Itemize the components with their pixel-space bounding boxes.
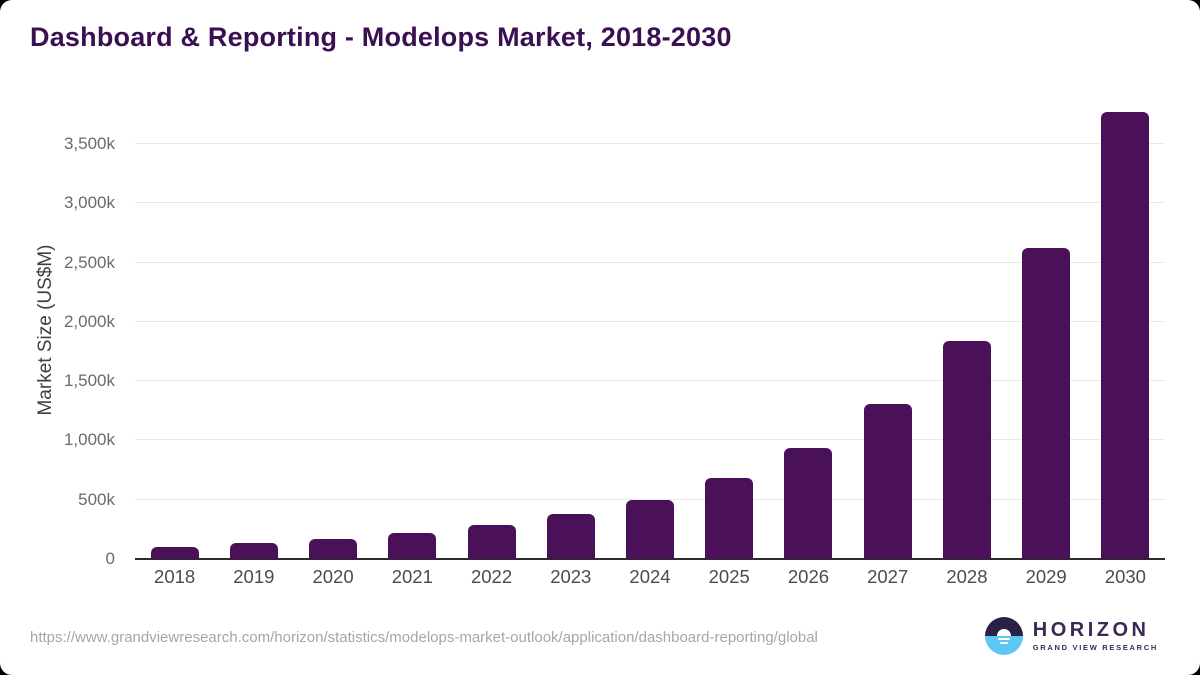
y-tick-label: 3,500k [63, 133, 115, 153]
bar-2025 [705, 477, 754, 559]
gridline [135, 142, 1165, 144]
x-tick-label: 2024 [629, 566, 671, 587]
x-axis-tick-labels: 2018 2019 2020 2021 2022 2023 2024 2025 2026 2027… [135, 566, 1165, 596]
bar-2029 [1022, 247, 1071, 559]
source-url: https://www.grandviewresearch.com/horizo… [30, 629, 818, 646]
horizon-logo: HORIZON GRAND VIEW RESEARCH [984, 617, 1158, 655]
ripple-icon [999, 642, 1008, 644]
bar-2023 [546, 513, 595, 559]
x-tick-label: 2021 [391, 566, 433, 587]
x-tick-label: 2022 [470, 566, 513, 587]
footer: https://www.grandviewresearch.com/horizo… [0, 605, 1200, 675]
y-tick-label: 3,000k [63, 193, 115, 213]
x-tick-label: 2027 [867, 566, 909, 587]
horizon-logo-icon [984, 617, 1023, 655]
bar-2021 [388, 533, 437, 559]
gridline [135, 202, 1165, 204]
x-tick-label: 2025 [708, 566, 750, 587]
y-axis-tick-labels: 0 500k 1,000k 1,500k 2,000k 2,500k 3,000k 3,500… [0, 100, 125, 568]
x-tick-label: 2019 [233, 566, 275, 587]
y-tick-label: 500k [78, 489, 115, 509]
y-tick-label: 1,500k [63, 371, 115, 391]
logo-subtitle: GRAND VIEW RESEARCH [1032, 643, 1158, 653]
gridline [135, 320, 1165, 322]
x-tick-label: 2023 [550, 566, 592, 587]
plot-area [135, 100, 1165, 560]
x-tick-label: 2029 [1025, 566, 1067, 587]
y-tick-label: 2,500k [63, 252, 115, 272]
bar-2022 [467, 525, 516, 559]
bar-2024 [626, 500, 674, 559]
y-tick-label: 2,000k [63, 311, 115, 331]
chart-title: Dashboard & Reporting - Modelops Market,… [30, 22, 732, 52]
ripple-icon [997, 638, 1010, 640]
y-tick-label: 1,000k [63, 430, 115, 450]
bar-2020 [309, 538, 358, 559]
gridline [135, 380, 1165, 382]
bar-2028 [942, 341, 991, 559]
logo-text: HORIZON GRAND VIEW RESEARCH [1033, 620, 1158, 652]
bar-2026 [784, 448, 833, 559]
x-tick-label: 2026 [787, 566, 830, 587]
x-tick-label: 2030 [1104, 566, 1146, 587]
bar-2027 [863, 404, 912, 559]
x-tick-label: 2020 [312, 566, 354, 587]
bar-2018 [150, 547, 199, 559]
logo-name: HORIZON [1032, 619, 1150, 642]
gridline [135, 498, 1165, 500]
gridline [135, 261, 1165, 263]
gridline [135, 439, 1165, 441]
bar-2019 [229, 543, 278, 559]
x-axis-line [135, 558, 1165, 560]
x-tick-label: 2028 [946, 566, 988, 587]
x-tick-label: 2018 [154, 566, 196, 587]
bar-2030 [1101, 111, 1150, 559]
y-tick-label: 0 [105, 549, 115, 568]
sun-icon [996, 629, 1011, 636]
